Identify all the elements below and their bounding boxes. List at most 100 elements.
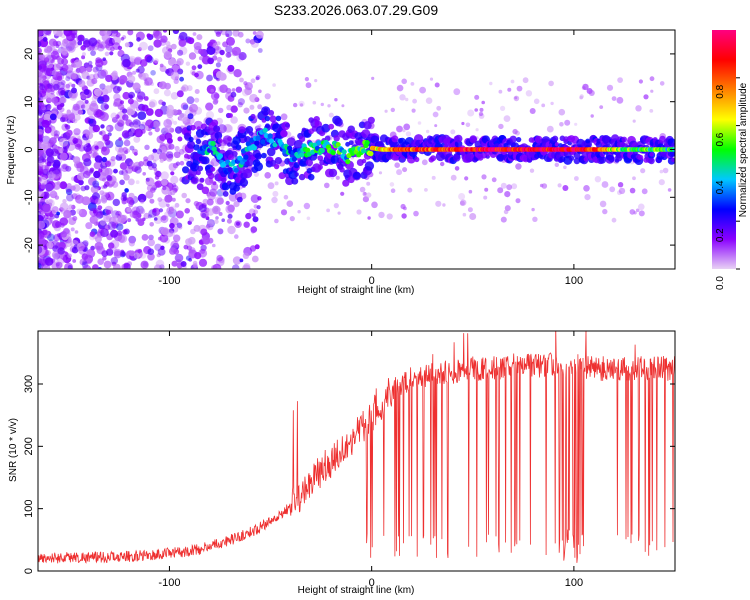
heatmap-halo-cell [648,157,655,165]
heatmap-noise-cell [92,124,101,133]
heatmap-halo-cell [191,177,198,184]
heatmap-noise-cell [69,93,77,101]
heatmap-noise-cell [138,161,144,167]
heatmap-noise-cell [127,178,135,186]
heatmap-noise-cell [225,87,232,94]
heatmap-noise-cell [93,161,102,170]
heatmap-noise-cell [112,198,121,207]
heatmap-noise-cell [500,105,506,111]
heatmap-noise-cell [187,37,195,45]
heatmap-noise-cell [225,124,234,133]
y-tick-label: 300 [23,375,35,393]
heatmap-noise-cell [128,240,135,247]
heatmap-noise-cell [407,187,413,193]
heatmap-noise-cell [217,228,224,235]
heatmap-halo-cell [298,173,306,181]
heatmap-noise-cell [128,131,134,137]
heatmap-noise-cell [274,181,279,186]
heatmap-noise-cell [59,152,68,161]
heatmap-noise-cell [97,205,103,211]
heatmap-noise-cell [188,52,197,60]
heatmap-noise-cell [206,198,214,206]
heatmap-halo-cell [286,137,296,147]
heatmap-noise-cell [184,208,190,214]
heatmap-halo-cell [253,162,263,172]
heatmap-noise-cell [51,165,61,175]
heatmap-noise-cell [53,130,60,137]
heatmap-noise-cell [78,208,88,218]
heatmap-halo-cell [197,165,204,172]
heatmap-noise-cell [158,208,164,213]
heatmap-halo-cell [222,191,229,197]
heatmap-halo-cell [278,172,286,180]
heatmap-noise-cell [128,94,134,99]
heatmap-noise-cell [658,179,665,186]
heatmap-noise-cell [405,97,409,102]
heatmap-noise-cell [590,114,594,118]
heatmap-noise-cell [230,116,238,124]
heatmap-noise-cell [254,244,260,250]
heatmap-noise-cell [170,43,177,50]
heatmap-noise-cell [198,56,203,61]
heatmap-noise-cell [366,181,371,186]
heatmap-noise-cell [248,208,256,216]
heatmap-noise-cell [212,42,219,49]
heatmap-noise-cell [632,119,636,123]
heatmap-noise-cell [218,212,223,216]
heatmap-noise-cell [144,144,150,150]
heatmap-noise-cell [173,248,180,255]
heatmap-noise-cell [82,52,86,57]
heatmap-noise-cell [118,170,124,176]
heatmap-noise-cell [70,185,76,191]
heatmap-noise-cell [137,111,147,120]
heatmap-noise-cell [152,208,157,213]
heatmap-halo-cell [210,166,216,172]
heatmap-noise-cell [424,188,428,192]
heatmap-noise-cell [102,57,106,61]
heatmap-noise-cell [109,51,114,56]
heatmap-noise-cell [46,104,51,108]
heatmap-noise-cell [96,245,101,250]
heatmap-noise-cell [72,259,77,263]
heatmap-noise-cell [161,215,167,221]
heatmap-noise-cell [63,210,72,219]
heatmap-noise-cell [328,112,334,118]
heatmap-noise-cell [90,185,99,194]
heatmap-noise-cell [71,176,76,181]
heatmap-noise-cell [89,102,99,112]
heatmap-noise-cell [378,211,385,219]
heatmap-noise-cell [557,183,562,188]
heatmap-noise-cell [264,172,272,179]
heatmap-halo-cell [239,178,249,187]
heatmap-noise-cell [194,72,199,78]
heatmap-noise-cell [454,166,460,171]
heatmap-noise-cell [107,221,117,231]
heatmap-noise-cell [38,92,43,98]
heatmap-noise-cell [38,117,43,122]
heatmap-noise-cell [132,70,137,75]
heatmap-noise-cell [158,99,164,105]
heatmap-noise-cell [474,108,479,112]
heatmap-noise-cell [173,120,178,125]
heatmap-halo-cell [264,115,271,122]
heatmap-noise-cell [137,65,145,74]
heatmap-noise-cell [241,264,251,269]
snr-xlabel: Height of straight line (km) [298,585,415,596]
heatmap-noise-cell [405,131,412,137]
heatmap-noise-cell [56,211,60,216]
heatmap-noise-cell [89,207,99,217]
heatmap-noise-cell [271,196,278,204]
heatmap-noise-cell [191,65,197,71]
heatmap-noise-cell [419,86,426,94]
heatmap-noise-cell [249,245,257,252]
heatmap-noise-cell [659,81,665,86]
heatmap-noise-cell [67,265,73,269]
heatmap-noise-cell [83,158,92,167]
heatmap-noise-cell [179,76,185,82]
heatmap-noise-cell [77,109,84,115]
heatmap-noise-cell [484,187,489,192]
heatmap-ridge-cell [368,151,374,157]
heatmap-noise-cell [390,107,395,113]
heatmap-noise-cell [92,264,99,269]
heatmap-halo-cell [554,142,560,147]
